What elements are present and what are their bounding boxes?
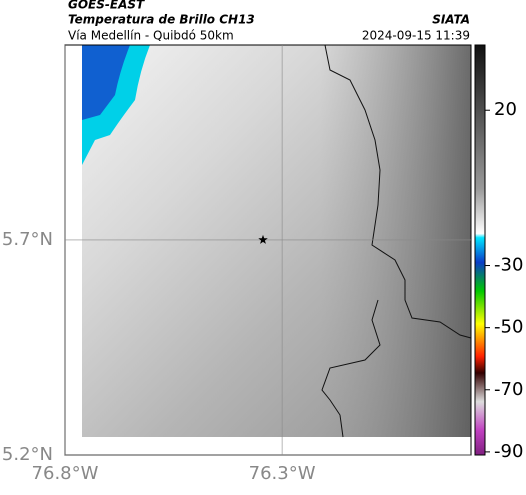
colorbar-tick-label: -30 xyxy=(494,255,523,276)
cold-core xyxy=(82,45,130,120)
title: GOES-EAST xyxy=(68,0,145,12)
colorbar-tick-label: -70 xyxy=(494,379,523,400)
subtitle: Temperatura de Brillo CH13 xyxy=(68,13,255,27)
y-tick-label: 5.7°N xyxy=(2,229,53,250)
colorbar xyxy=(474,44,486,456)
location: Vía Medellín - Quibdó 50km xyxy=(68,29,234,43)
colorbar-tick-label: -50 xyxy=(494,317,523,338)
source: SIATA xyxy=(432,13,470,27)
colorbar-tick-label: 20 xyxy=(494,99,517,120)
marker xyxy=(258,234,268,244)
field-east xyxy=(320,45,471,437)
datetime: 2024-09-15 11:39 xyxy=(362,29,470,43)
x-tick-label: 76.8°W xyxy=(32,463,99,484)
colorbar-tick-label: -90 xyxy=(494,441,523,462)
imagery xyxy=(82,44,472,438)
y-tick-label: 5.2°N xyxy=(2,444,53,465)
border xyxy=(324,44,472,339)
border xyxy=(321,299,381,438)
x-tick-label: 76.3°W xyxy=(249,463,316,484)
